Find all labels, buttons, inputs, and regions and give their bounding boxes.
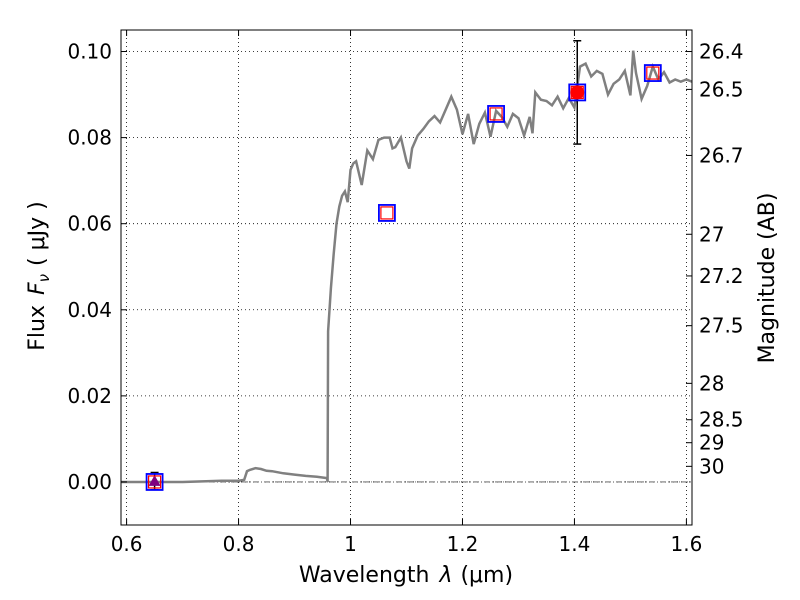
y2-tick-label: 27.5	[699, 314, 744, 338]
model-point-outer	[145, 473, 164, 491]
y2-tick-label: 29	[699, 431, 724, 455]
y2-tick-label: 26.7	[699, 143, 744, 167]
grid-lines	[121, 30, 692, 525]
model-point-inner	[380, 206, 394, 220]
model-point-outer	[568, 83, 587, 102]
y2-tick-label: 27	[699, 222, 724, 246]
y-axis-label: FluxFν( μJy )	[25, 201, 53, 350]
observation-point	[570, 85, 585, 100]
model-point-inner	[147, 475, 162, 489]
y-axis-right-label: Magnitude (AB)	[755, 193, 780, 364]
model-points-layer	[145, 64, 662, 491]
x-tick-label: 0.6	[111, 532, 143, 556]
x-axis-label: Wavelength λ (μm)	[299, 563, 513, 588]
model-point-inner	[489, 107, 503, 121]
model-spectrum-line	[121, 50, 692, 484]
plot-frame	[120, 29, 693, 526]
y-tick-label: 0.08	[67, 126, 112, 150]
y-tick-label: 0.02	[67, 384, 112, 408]
y2-tick-label: 26.5	[699, 77, 744, 101]
y2-tick-label: 30	[699, 454, 724, 478]
observation-layer	[148, 40, 585, 491]
observation-triangle	[148, 475, 161, 486]
x-tick-label: 1	[344, 532, 357, 556]
x-axis: 0.6 0.8 1 1.2 1.4 1.6	[111, 30, 702, 556]
x-tick-label: 0.8	[223, 532, 255, 556]
model-point-inner	[646, 66, 660, 80]
y2-tick-label: 28.5	[699, 408, 744, 432]
y2-tick-label: 26.4	[699, 40, 744, 64]
model-point-outer	[643, 64, 662, 82]
y2-tick-label: 27.2	[699, 264, 744, 288]
x-tick-label: 1.6	[670, 532, 702, 556]
y-tick-label: 0.10	[67, 40, 112, 64]
y-tick-label: 0.00	[67, 470, 112, 494]
model-point-outer	[487, 105, 505, 123]
y2-tick-label: 28	[699, 371, 724, 395]
y-tick-label: 0.06	[67, 212, 112, 236]
model-point-inner	[570, 85, 584, 100]
y-tick-label: 0.04	[67, 298, 112, 322]
x-tick-label: 1.4	[559, 532, 591, 556]
x-tick-label: 1.2	[447, 532, 479, 556]
model-point-outer	[378, 204, 396, 222]
y-axis-left: 0.00 0.02 0.04 0.06 0.08 0.10	[67, 40, 127, 494]
